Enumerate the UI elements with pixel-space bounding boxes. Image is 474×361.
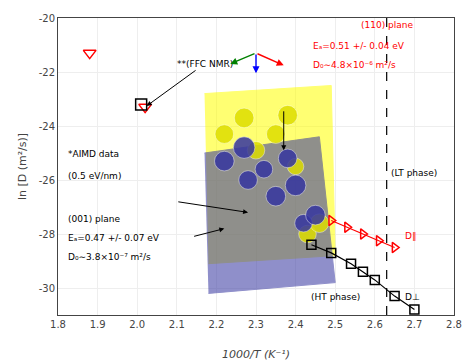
svg-text:2.4: 2.4 [288, 319, 304, 330]
svg-text:-26: -26 [39, 175, 55, 186]
svg-text:(110) plane: (110) plane [361, 20, 413, 30]
svg-text:2.0: 2.0 [129, 319, 145, 330]
svg-text:1000/T (K⁻¹): 1000/T (K⁻¹) [222, 348, 290, 361]
svg-text:1.9: 1.9 [90, 319, 106, 330]
svg-text:Eₐ=0.51 +/- 0.04 eV: Eₐ=0.51 +/- 0.04 eV [313, 41, 405, 51]
svg-text:**(FFC NMR): **(FFC NMR) [177, 59, 233, 69]
svg-text:D∥: D∥ [405, 231, 416, 241]
svg-text:D₀∼4.8×10⁻⁶ m²/s: D₀∼4.8×10⁻⁶ m²/s [313, 60, 396, 70]
svg-text:Eₐ=0.47 +/- 0.07 eV: Eₐ=0.47 +/- 0.07 eV [68, 233, 160, 243]
svg-text:-20: -20 [39, 13, 55, 24]
svg-text:D₀∼3.8×10⁻⁷ m²/s: D₀∼3.8×10⁻⁷ m²/s [68, 252, 151, 262]
svg-text:2.2: 2.2 [208, 319, 224, 330]
svg-text:-22: -22 [39, 67, 55, 78]
svg-text:(001) plane: (001) plane [68, 214, 120, 224]
svg-text:2.1: 2.1 [169, 319, 185, 330]
svg-text:-28: -28 [39, 229, 55, 240]
svg-text:*AIMD data: *AIMD data [68, 149, 119, 159]
svg-text:2.8: 2.8 [446, 319, 462, 330]
svg-text:2.5: 2.5 [327, 319, 343, 330]
svg-text:-24: -24 [39, 121, 55, 132]
svg-text:2.3: 2.3 [248, 319, 264, 330]
svg-text:D⊥: D⊥ [405, 292, 420, 302]
svg-text:ln [D (m²/s)]: ln [D (m²/s)] [16, 133, 29, 200]
svg-text:(0.5 eV/nm): (0.5 eV/nm) [68, 171, 121, 181]
svg-text:2.6: 2.6 [367, 319, 383, 330]
svg-text:1.8: 1.8 [50, 319, 66, 330]
svg-text:-30: -30 [39, 283, 55, 294]
svg-text:2.7: 2.7 [406, 319, 422, 330]
svg-text:(LT phase): (LT phase) [391, 168, 437, 178]
svg-text:(HT phase): (HT phase) [311, 292, 360, 302]
